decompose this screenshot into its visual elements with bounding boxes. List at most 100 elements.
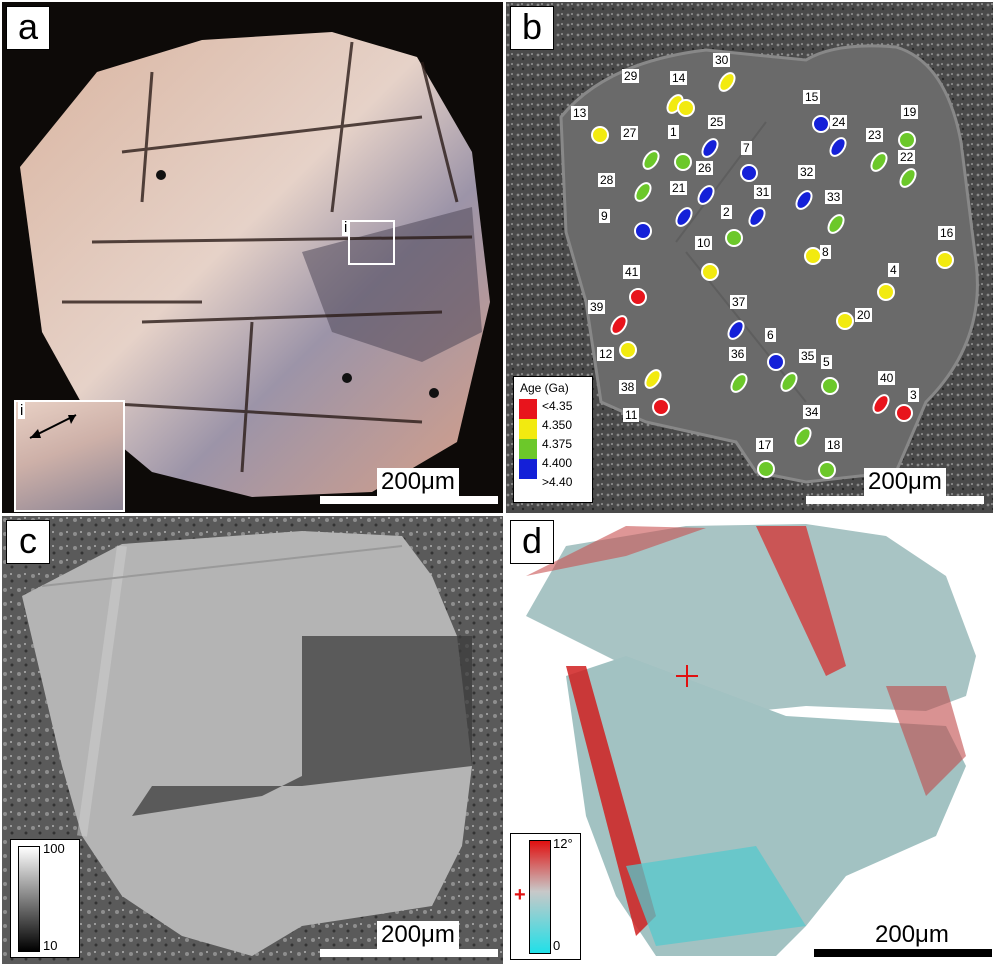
scale-bar-d [814,949,992,957]
inset-label: i [18,402,26,419]
spot-number: 6 [765,328,776,342]
inset-box-label: i [342,219,350,236]
spot-number: 39 [588,300,606,314]
spot-number: 24 [830,115,848,129]
spot-number: 17 [756,438,774,452]
analysis-spot [740,164,758,182]
analysis-spot [725,229,743,247]
spot-number: 41 [623,265,641,279]
spot-number: 28 [598,173,616,187]
crystal-image-a [20,32,490,497]
spot-number: 19 [901,105,919,119]
panel-b-label: b [510,6,554,50]
spot-number: 9 [599,209,610,223]
spot-number: 30 [713,53,731,67]
misorientation-colorbar: 12° 0 + [510,833,581,960]
spot-number: 29 [622,69,640,83]
analysis-spot [619,341,637,359]
spot-number: 11 [623,408,640,422]
analysis-spot [936,251,954,269]
scale-bar-a [320,496,498,504]
analysis-spot [701,263,719,281]
analysis-spot [677,99,695,117]
analysis-spot [634,222,652,240]
spot-number: 14 [670,71,688,85]
spot-number: 22 [898,150,916,164]
spot-number: 31 [754,185,772,199]
crystal-image-c [2,516,503,964]
panel-d: d 12° 0 + 200μm [506,516,993,964]
panel-b: b 30 29 14 13 27 1 25 7 15 24 19 23 22 28 26 21 31 32 33 9 2… [506,2,993,513]
spot-number: 7 [741,141,752,155]
spot-number: 2 [721,205,732,219]
spot-number: 34 [803,405,821,419]
analysis-spot [767,353,785,371]
colorbar-max: 12° [553,836,573,851]
grayscale-ramp [18,846,40,952]
panel-d-label: d [510,520,554,564]
age-legend-item: 4.350 [542,418,573,432]
age-legend-item: 4.400 [542,456,573,470]
spot-number: 15 [803,90,821,104]
spot-number: 13 [571,106,589,120]
analysis-spot [821,377,839,395]
analysis-spot [652,398,670,416]
spot-number: 36 [729,347,747,361]
analysis-spot [836,312,854,330]
spot-number: 37 [730,295,748,309]
spot-number: 12 [597,347,615,361]
panel-c: c 100 10 200μm [2,516,503,964]
misorientation-ramp [529,840,551,954]
spot-number: 16 [938,226,956,240]
analysis-spot [757,460,775,478]
double-arrow-icon [29,414,77,439]
spot-number: 40 [878,371,896,385]
panel-c-label: c [6,520,50,564]
spot-number: 35 [799,349,817,363]
colorbar-max: 100 [43,841,65,856]
colorbar-min: 10 [43,938,58,953]
inset-i: i [14,400,125,512]
spot-number: 1 [668,125,679,139]
analysis-spot [591,126,609,144]
spot-number: 27 [621,126,639,140]
spot-number: 23 [866,128,884,142]
colorbar-min: 0 [553,938,561,953]
analysis-spot [674,153,692,171]
spot-number: 18 [825,438,843,452]
intensity-colorbar: 100 10 [10,839,80,958]
age-legend-title: Age (Ga) [520,381,569,395]
spot-number: 8 [820,245,831,259]
analysis-spot [812,115,830,133]
scale-bar-label-c: 200μm [377,921,459,949]
spot-number: 25 [708,115,726,129]
spot-number: 32 [798,165,816,179]
spot-number: 33 [825,190,843,204]
age-legend-item: >4.40 [542,475,573,489]
scale-bar-label-b: 200μm [864,468,946,496]
analysis-spot [818,461,836,479]
age-legend-item: <4.35 [542,399,573,413]
scale-bar-c [320,949,498,957]
spot-number: 5 [821,355,832,369]
spot-number: 3 [908,388,919,402]
scale-bar-b [806,496,984,504]
spot-number: 10 [695,236,713,250]
scale-bar-label-a: 200μm [377,468,459,496]
spot-number: 20 [855,308,873,322]
spot-number: 21 [670,181,688,195]
analysis-spot [898,131,916,149]
age-legend-item: 4.375 [542,437,573,451]
panel-a: a i i 200μm [2,2,503,513]
spot-number: 38 [619,380,637,394]
age-swatch-blue [519,459,537,479]
analysis-spot [877,283,895,301]
age-swatch-red [519,399,537,419]
cross-marker-icon: + [514,884,526,906]
analysis-spot [895,404,913,422]
spot-number: 4 [888,263,899,277]
spot-number: 26 [696,161,714,175]
age-swatch-yellow [519,419,537,439]
orientation-map-d [526,524,976,956]
age-legend: Age (Ga) <4.35 4.350 4.375 4.400 >4.40 [513,376,593,503]
